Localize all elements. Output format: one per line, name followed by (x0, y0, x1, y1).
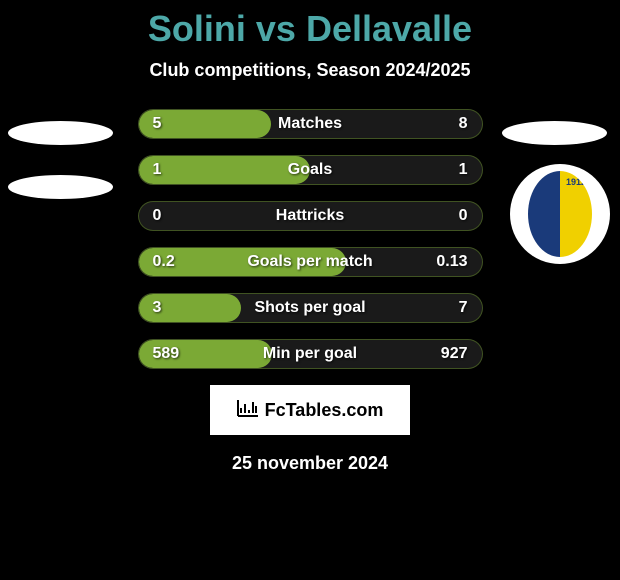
stat-bar-fill (139, 156, 311, 184)
date-line: 25 november 2024 (0, 453, 620, 474)
brand-box: FcTables.com (210, 385, 410, 435)
stat-bar: 589 Min per goal 927 (138, 339, 483, 369)
club-badge: 1912 (510, 164, 610, 264)
stat-value-left: 0 (153, 207, 162, 225)
stat-label: Min per goal (263, 345, 357, 363)
stat-bars: 5 Matches 8 1 Goals 1 0 Hattricks 0 0.2 Goals per … (138, 109, 483, 369)
stat-bar: 0.2 Goals per match 0.13 (138, 247, 483, 277)
stat-value-left: 3 (153, 299, 162, 317)
stat-value-right: 0 (459, 207, 468, 225)
stat-value-left: 589 (153, 345, 180, 363)
subtitle: Club competitions, Season 2024/2025 (0, 60, 620, 81)
stat-value-right: 8 (459, 115, 468, 133)
avatar-ellipse (8, 121, 113, 145)
comparison-content: 1912 5 Matches 8 1 Goals 1 0 Hattricks 0 0.2 Goals… (0, 109, 620, 369)
page-title: Solini vs Dellavalle (0, 0, 620, 50)
stat-value-left: 0.2 (153, 253, 175, 271)
stat-row: 589 Min per goal 927 (138, 339, 483, 369)
chart-icon (237, 399, 259, 422)
brand-label: FcTables.com (265, 400, 384, 421)
stat-row: 0 Hattricks 0 (138, 201, 483, 231)
stat-label: Shots per goal (254, 299, 365, 317)
stat-value-right: 1 (459, 161, 468, 179)
stat-label: Goals per match (247, 253, 372, 271)
badge-year: 1912 (566, 177, 586, 187)
player-left-avatar (8, 109, 118, 199)
stat-label: Hattricks (276, 207, 344, 225)
stat-row: 0.2 Goals per match 0.13 (138, 247, 483, 277)
stat-bar: 1 Goals 1 (138, 155, 483, 185)
stat-bar: 5 Matches 8 (138, 109, 483, 139)
stat-label: Matches (278, 115, 342, 133)
stat-row: 5 Matches 8 (138, 109, 483, 139)
stat-value-right: 0.13 (436, 253, 467, 271)
badge-left (528, 171, 560, 257)
badge-shield: 1912 (528, 171, 592, 257)
stat-row: 3 Shots per goal 7 (138, 293, 483, 323)
avatar-ellipse (8, 175, 113, 199)
stat-value-right: 927 (441, 345, 468, 363)
stat-label: Goals (288, 161, 332, 179)
stat-row: 1 Goals 1 (138, 155, 483, 185)
stat-value-right: 7 (459, 299, 468, 317)
avatar-ellipse (502, 121, 607, 145)
stat-bar: 0 Hattricks 0 (138, 201, 483, 231)
player-right-avatar (502, 109, 612, 145)
stat-value-left: 5 (153, 115, 162, 133)
stat-bar: 3 Shots per goal 7 (138, 293, 483, 323)
stat-value-left: 1 (153, 161, 162, 179)
